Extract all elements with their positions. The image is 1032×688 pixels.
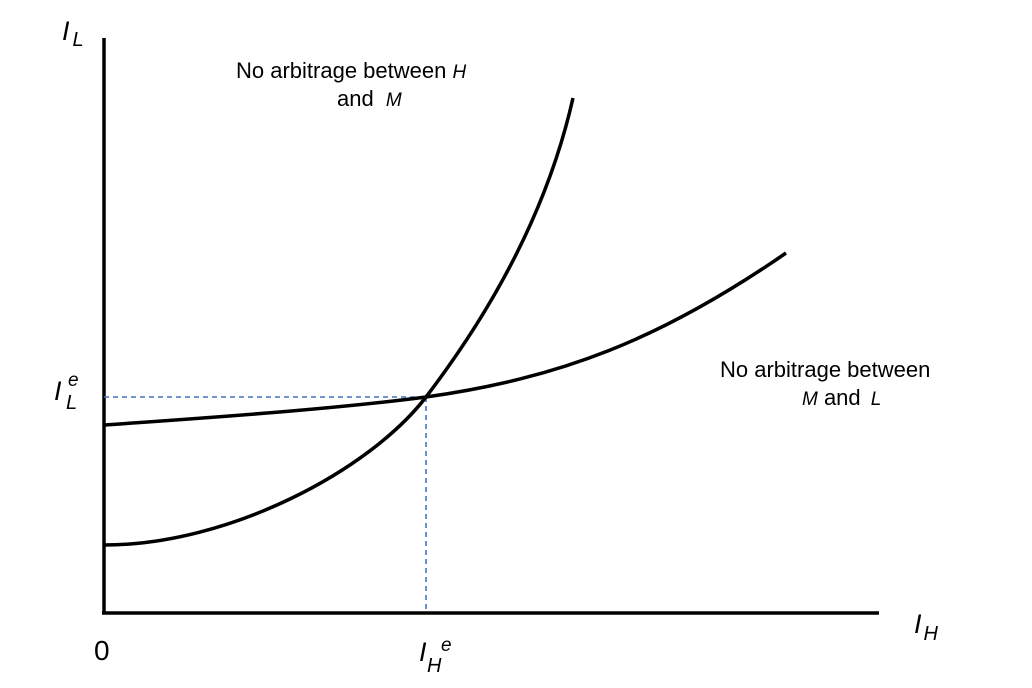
ml-label-var-2: L — [871, 389, 882, 410]
hm-label-var-2: M — [386, 90, 402, 111]
y-axis-subscript: L — [73, 29, 84, 51]
equilibrium-y-symbol: I — [54, 376, 62, 406]
equilibrium-x-superscript: e — [441, 635, 452, 656]
origin-label: 0 — [94, 635, 110, 666]
ml-curve-label-line-1: No arbitrage between — [720, 357, 930, 382]
equilibrium-x-symbol: I — [419, 637, 427, 667]
hm-label-var-1: H — [452, 62, 466, 83]
hm-curve-label-line-2: and M — [337, 86, 402, 111]
ml-curve-label-line-2: M and L — [802, 385, 881, 410]
x-axis-symbol: I — [914, 609, 922, 639]
hm-curve-label-line-1: No arbitrage between H — [236, 58, 466, 83]
hm-label-text-1: No arbitrage between — [236, 58, 452, 83]
y-axis-symbol: I — [62, 16, 70, 46]
curve-no-arbitrage-h-m — [103, 97, 575, 547]
ml-label-var-1: M — [802, 389, 818, 410]
x-axis-subscript: H — [924, 623, 939, 645]
equilibrium-x-subscript: H — [427, 655, 442, 677]
curve-no-arbitrage-m-l — [103, 251, 787, 427]
equilibrium-y-subscript: L — [66, 392, 77, 414]
ml-label-text-2: and — [818, 385, 867, 410]
equilibrium-y-superscript: e — [68, 370, 79, 391]
hm-label-text-2: and — [337, 86, 380, 111]
